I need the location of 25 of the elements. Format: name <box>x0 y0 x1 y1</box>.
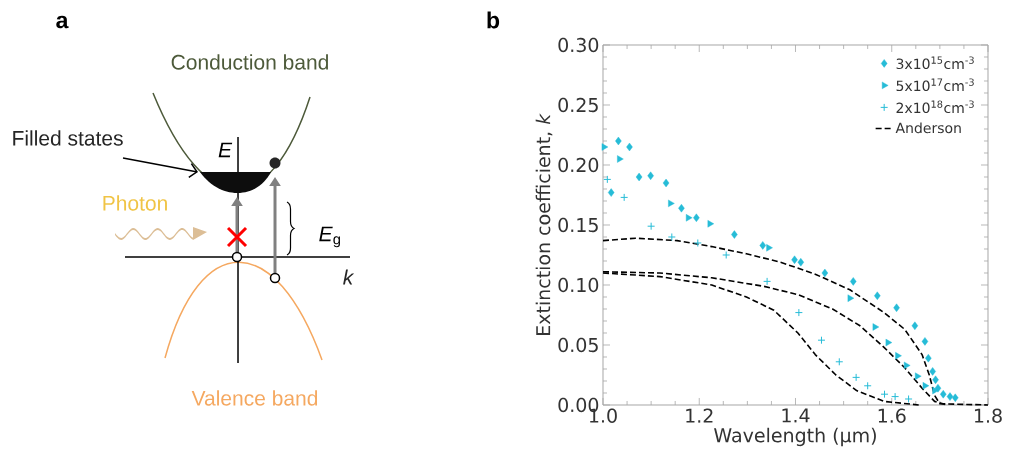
text: k <box>343 269 355 285</box>
text: Valence band <box>191 390 318 406</box>
y-tick-label: 0.10 <box>558 277 599 293</box>
y-tick-label: 0.05 <box>558 337 598 353</box>
x-tick-label: 1.2 <box>686 408 713 423</box>
text: Photon <box>103 195 167 211</box>
legend-label: 5x10$^{17}$cm$^{-3}$ <box>896 78 974 92</box>
x-axis-title: Wavelength (μm) <box>714 427 876 447</box>
text: E$_{g}$ <box>319 226 340 248</box>
text: Conduction band <box>171 54 328 70</box>
y-axis-title: Extinction coefficient, k <box>535 113 553 335</box>
y-tick-label: 0.25 <box>558 97 598 113</box>
x-tick-label: 1.8 <box>974 408 1002 423</box>
text: a <box>56 15 69 29</box>
x-tick-label: 1.6 <box>878 408 906 423</box>
y-tick-label: 0.20 <box>558 157 599 173</box>
y-tick-label: 0.15 <box>558 217 598 233</box>
text: Filled states <box>13 130 123 146</box>
legend-label: 2x10$^{18}$cm$^{-3}$ <box>896 100 974 114</box>
y-tick-label: 0.30 <box>558 37 599 53</box>
legend-label: Anderson <box>895 122 961 134</box>
chart-title: b <box>487 11 500 29</box>
x-tick-label: 1.4 <box>782 408 810 423</box>
text: E <box>218 142 233 158</box>
legend-label: 3x10$^{15}$cm$^{-3}$ <box>896 56 974 70</box>
